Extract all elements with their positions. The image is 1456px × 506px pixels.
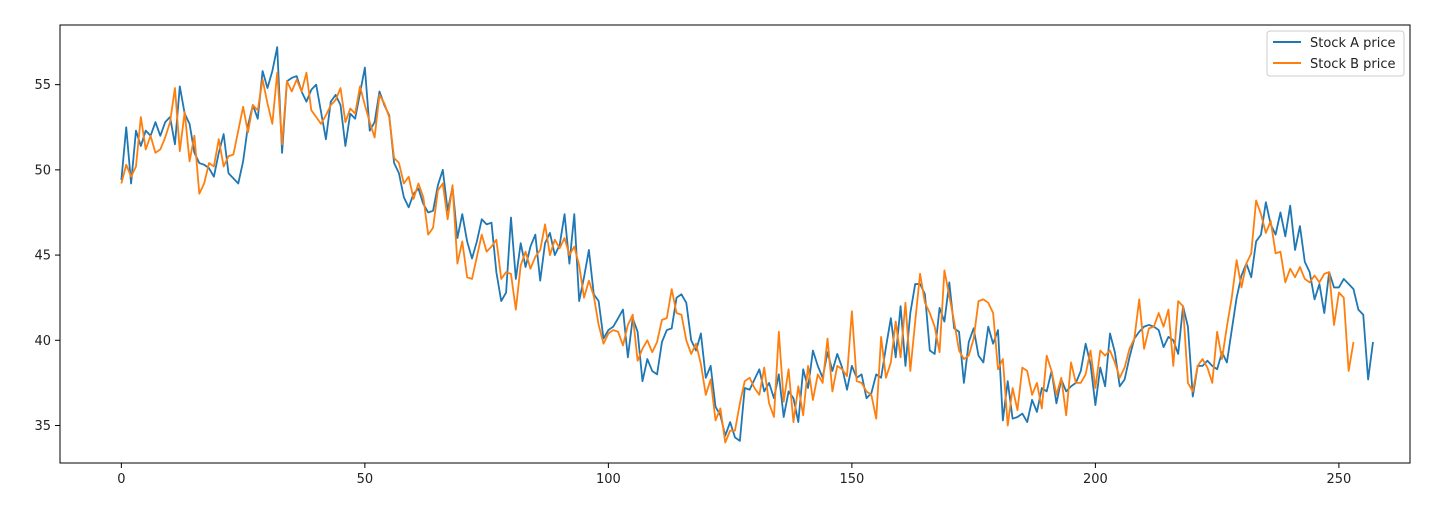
legend-label-stock-a: Stock A price — [1310, 36, 1396, 51]
x-tick-label: 0 — [117, 472, 125, 487]
y-tick-label: 35 — [34, 419, 51, 434]
legend: Stock A price Stock B price — [1266, 30, 1405, 77]
x-tick-label: 250 — [1326, 472, 1351, 487]
series-line-stock-b — [120, 71, 1355, 444]
series-layer — [120, 46, 1374, 444]
y-axis: 35 40 45 50 55 — [34, 78, 60, 434]
x-tick-label: 50 — [357, 472, 374, 487]
legend-label-stock-b: Stock B price — [1310, 57, 1396, 72]
y-tick-label: 50 — [34, 163, 51, 178]
y-tick-label: 55 — [34, 78, 51, 93]
legend-box — [1266, 30, 1405, 77]
x-tick-label: 100 — [596, 472, 621, 487]
series-line-stock-a — [120, 46, 1374, 442]
y-tick-label: 45 — [34, 249, 51, 264]
y-tick-label: 40 — [34, 334, 51, 349]
x-axis: 0 50 100 150 200 250 — [117, 463, 1351, 487]
x-tick-label: 150 — [839, 472, 864, 487]
plot-frame — [59, 24, 1411, 464]
x-tick-label: 200 — [1083, 472, 1108, 487]
